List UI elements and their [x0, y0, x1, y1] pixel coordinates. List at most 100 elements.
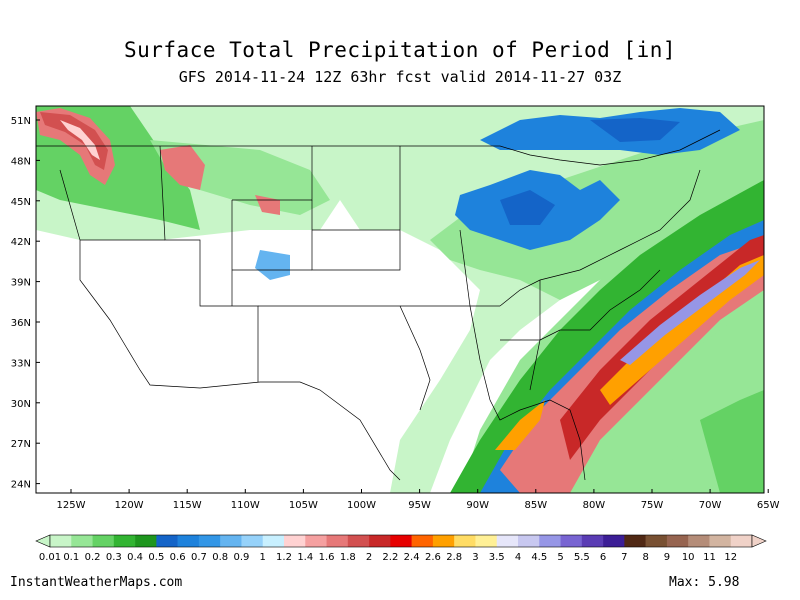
colorbar-label: 0.3	[106, 552, 122, 563]
boundary-lines	[36, 129, 721, 481]
colorbar-swatch	[92, 535, 115, 547]
colorbar-label: 3.5	[489, 552, 505, 563]
colorbar-swatch	[709, 535, 732, 547]
lat-label: 33N	[11, 358, 31, 369]
lat-label: 36N	[11, 318, 31, 329]
colorbar-label: 6	[600, 552, 606, 563]
map-subtitle: GFS 2014-11-24 12Z 63hr fcst valid 2014-…	[178, 68, 622, 86]
lon-label: 100W	[347, 500, 376, 511]
colorbar-label: 1	[260, 552, 266, 563]
colorbar	[35, 534, 767, 548]
colorbar-swatch	[432, 535, 455, 547]
colorbar-label: 2.6	[425, 552, 441, 563]
colorbar-label: 5.5	[574, 552, 590, 563]
colorbar-labels: 0.01 0.1 0.2 0.3 0.4 0.5 0.6 0.7 0.8 0.9 1 1.2 1.4 1.…	[39, 552, 737, 563]
lon-label: 90W	[466, 500, 489, 511]
max-value: Max: 5.98	[669, 575, 740, 590]
colorbar-label: 2.8	[446, 552, 462, 563]
colorbar-swatch	[624, 535, 646, 547]
colorbar-label: 4.5	[531, 552, 547, 563]
map-title: Surface Total Precipitation of Period [i…	[123, 38, 676, 62]
colorbar-swatch	[645, 535, 668, 547]
colorbar-label: 0.4	[127, 552, 143, 563]
colorbar-swatch	[347, 535, 370, 547]
colorbar-label: 0.7	[191, 552, 207, 563]
colorbar-swatch	[113, 535, 136, 547]
colorbar-label: 0.1	[63, 552, 79, 563]
colorbar-swatch	[496, 535, 519, 547]
colorbar-label: 0.6	[170, 552, 186, 563]
lon-label: 85W	[524, 500, 547, 511]
colorbar-swatch	[539, 535, 561, 547]
colorbar-swatch	[581, 535, 604, 547]
colorbar-swatch	[666, 535, 689, 547]
lat-label: 24N	[11, 480, 31, 491]
colorbar-swatch	[475, 535, 498, 547]
lat-label: 51N	[11, 116, 31, 127]
colorbar-label: 5	[557, 552, 563, 563]
lon-label: 80W	[583, 500, 606, 511]
colorbar-label: 0.8	[212, 552, 228, 563]
colorbar-label: 8	[642, 552, 648, 563]
colorbar-swatch	[730, 535, 753, 547]
colorbar-left-arrow	[35, 534, 51, 548]
colorbar-label: 4	[515, 552, 521, 563]
colorbar-swatch	[411, 535, 434, 547]
colorbar-label: 1.6	[319, 552, 335, 563]
colorbar-label: 1.8	[340, 552, 356, 563]
colorbar-swatch	[454, 535, 476, 547]
colorbar-label: 0.5	[148, 552, 164, 563]
colorbar-swatch	[50, 535, 72, 547]
lat-label: 39N	[11, 278, 31, 289]
colorbar-label: 1.4	[297, 552, 313, 563]
colorbar-swatch	[198, 535, 221, 547]
colorbar-right-arrow	[751, 534, 767, 548]
colorbar-swatch	[284, 535, 306, 547]
colorbar-swatch	[156, 535, 178, 547]
map-frame	[35, 105, 765, 494]
colorbar-swatch	[369, 535, 391, 547]
colorbar-swatch	[135, 535, 157, 547]
lon-label: 115W	[173, 500, 202, 511]
lat-label: 45N	[11, 197, 31, 208]
colorbar-label: 2	[366, 552, 372, 563]
longitude-labels: 125W 120W 115W 110W 105W 100W 95W 90W 85W 80W 75W 7…	[57, 489, 780, 511]
colorbar-label: 1.2	[276, 552, 292, 563]
colorbar-label: 2.2	[382, 552, 398, 563]
colorbar-swatch	[390, 535, 412, 547]
colorbar-label: 0.01	[39, 552, 61, 563]
latitude-labels: 51N 48N 45N 42N 39N 36N 33N 30N 27N 24N	[11, 116, 40, 491]
lon-label: 70W	[699, 500, 722, 511]
lon-label: 105W	[289, 500, 318, 511]
colorbar-swatch	[220, 535, 242, 547]
colorbar-swatch	[560, 535, 583, 547]
precipitation-field	[36, 106, 764, 493]
colorbar-label: 10	[682, 552, 695, 563]
lat-label: 48N	[11, 156, 31, 167]
lat-label: 42N	[11, 237, 31, 248]
colorbar-label: 0.9	[234, 552, 250, 563]
lon-label: 110W	[231, 500, 260, 511]
colorbar-label: 3	[472, 552, 478, 563]
colorbar-label: 2.4	[404, 552, 420, 563]
colorbar-swatch	[177, 535, 200, 547]
lat-label: 30N	[11, 399, 31, 410]
colorbar-swatch	[71, 535, 93, 547]
lat-label: 27N	[11, 439, 31, 450]
colorbar-swatch	[241, 535, 264, 547]
lon-label: 125W	[57, 500, 86, 511]
colorbar-swatch	[326, 535, 349, 547]
colorbar-label: 0.2	[85, 552, 101, 563]
lon-label: 75W	[641, 500, 664, 511]
site-credit: InstantWeatherMaps.com	[10, 575, 183, 590]
colorbar-swatch	[688, 535, 710, 547]
colorbar-swatch	[518, 535, 540, 547]
lon-label: 65W	[757, 500, 780, 511]
lon-label: 120W	[115, 500, 144, 511]
colorbar-swatch	[262, 535, 285, 547]
colorbar-label: 7	[621, 552, 627, 563]
colorbar-swatch	[305, 535, 327, 547]
lon-label: 95W	[408, 500, 431, 511]
colorbar-swatch	[603, 535, 625, 547]
